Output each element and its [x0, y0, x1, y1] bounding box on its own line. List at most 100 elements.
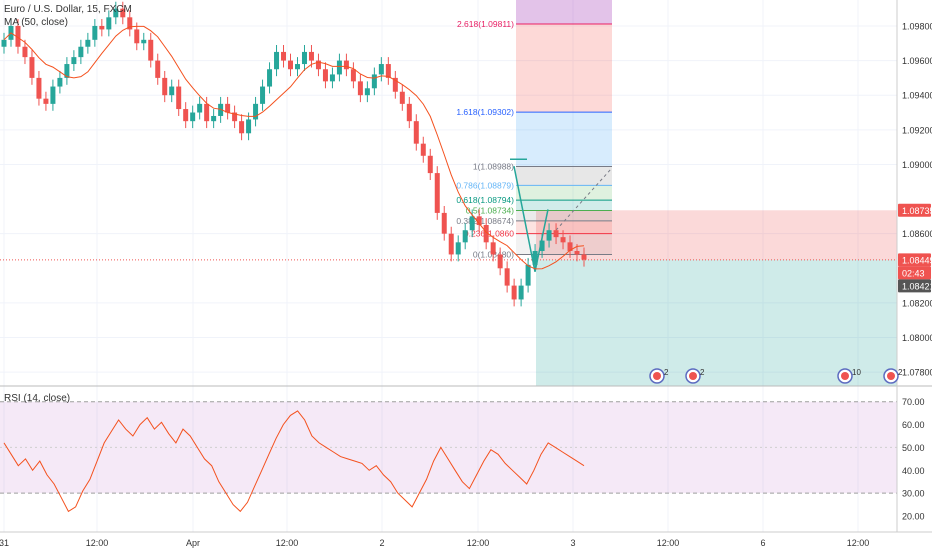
price-badge: 1.08421	[898, 279, 932, 293]
candle-body	[155, 60, 161, 78]
ma-legend[interactable]: MA (50, close)	[4, 17, 68, 28]
time-tick-label: 2	[379, 538, 384, 548]
rsi-tick-label: 70.00	[902, 397, 925, 407]
candle-body	[553, 230, 559, 238]
event-flag-dot	[689, 372, 697, 380]
candle-body	[176, 86, 182, 110]
candle-body	[281, 51, 287, 61]
candle-body	[134, 29, 140, 44]
candle-body	[288, 60, 294, 70]
candle-body	[322, 69, 328, 82]
time-tick-label: 12:00	[86, 538, 109, 548]
rsi-legend[interactable]: RSI (14, close)	[4, 393, 71, 404]
candle-body	[546, 230, 552, 241]
candle-body	[567, 242, 573, 251]
event-marker[interactable]: 10	[837, 368, 861, 384]
fib-level-label: 1(1.08988)	[473, 162, 514, 172]
candle-body	[434, 173, 440, 213]
candle-body	[364, 88, 370, 96]
fib-zone	[516, 185, 612, 201]
fib-zone	[516, 24, 612, 113]
price-badge: 02:43	[898, 266, 931, 280]
candle-body	[469, 216, 475, 231]
candle-body	[448, 233, 454, 255]
candle-body	[525, 264, 531, 286]
candle-body	[92, 25, 98, 40]
price-badge-bg	[898, 203, 931, 217]
fib-level-label: 0.618(1.08794)	[456, 195, 514, 205]
candle-body	[315, 60, 321, 70]
fib-level-label: 1.618(1.09302)	[456, 107, 514, 117]
candle-body	[462, 230, 468, 243]
candle-body	[371, 74, 377, 89]
candle-body	[85, 39, 91, 47]
candle-body	[511, 285, 517, 300]
fib-level-label: 0.5(1.08734)	[466, 205, 514, 215]
candle-body	[539, 240, 545, 251]
candle-body	[113, 8, 119, 18]
fib-trend-dashed	[555, 167, 613, 231]
candle-body	[148, 39, 154, 61]
candle-body	[78, 46, 84, 58]
event-marker[interactable]: 2	[883, 368, 903, 384]
event-count: 10	[852, 368, 861, 377]
event-flag-dot	[653, 372, 661, 380]
candle-body	[29, 57, 35, 78]
event-flag-dot	[841, 372, 849, 380]
rsi-tick-label: 50.00	[902, 443, 925, 453]
candle-body	[574, 250, 580, 255]
rsi-tick-label: 30.00	[902, 489, 925, 499]
candle-body	[232, 112, 238, 122]
price-tick-label: 1.09200	[902, 125, 932, 135]
fib-zone	[516, 200, 612, 211]
candle-body	[197, 103, 203, 113]
fib-zone	[516, 220, 612, 234]
candle-body	[120, 8, 126, 18]
candle-body	[441, 212, 447, 234]
rsi-band	[0, 401, 897, 494]
event-markers[interactable]: 2 2 10 2	[649, 368, 903, 384]
time-tick-label: Apr	[186, 538, 200, 548]
candle-body	[406, 103, 412, 122]
candle-body	[239, 121, 245, 134]
event-marker[interactable]: 2	[649, 368, 669, 384]
candle-body	[392, 77, 398, 92]
candle-body	[267, 69, 273, 87]
candle-body	[329, 74, 335, 82]
candle-body	[476, 216, 482, 226]
candle-body	[127, 17, 133, 30]
candle-body	[99, 25, 105, 30]
price-badge: 1.08449	[898, 253, 932, 267]
candle-body	[504, 268, 510, 286]
candle-body	[483, 225, 489, 243]
candle-body	[308, 51, 314, 61]
candle-body	[378, 64, 384, 75]
candle-body	[274, 51, 280, 70]
candle-body	[43, 98, 49, 104]
symbol-title[interactable]: Euro / U.S. Dollar, 15, FXCM	[4, 4, 132, 15]
time-tick-label: 31	[0, 538, 9, 548]
candle-body	[211, 115, 217, 122]
fib-zone-top	[516, 0, 612, 25]
candle-body	[350, 69, 356, 82]
candle-body	[1, 39, 7, 47]
rsi-tick-label: 60.00	[902, 420, 925, 430]
candle-body	[420, 143, 426, 156]
candles	[1, 1, 587, 307]
event-marker[interactable]: 2	[685, 368, 705, 384]
candle-body	[50, 86, 56, 104]
price-tick-label: 1.08200	[902, 298, 932, 308]
rsi-pane: 70.00 60.00 50.00 40.00 30.00 20.00	[0, 397, 925, 522]
candle-body	[225, 103, 231, 113]
price-badge-bg	[898, 253, 931, 267]
stop-zone	[536, 210, 897, 260]
candle-body	[204, 103, 210, 122]
rsi-line	[3, 410, 585, 513]
candle-body	[22, 46, 28, 58]
candle-body	[64, 64, 70, 78]
candle-body	[162, 77, 168, 96]
candle-body	[343, 60, 349, 70]
target-zone	[536, 259, 897, 386]
